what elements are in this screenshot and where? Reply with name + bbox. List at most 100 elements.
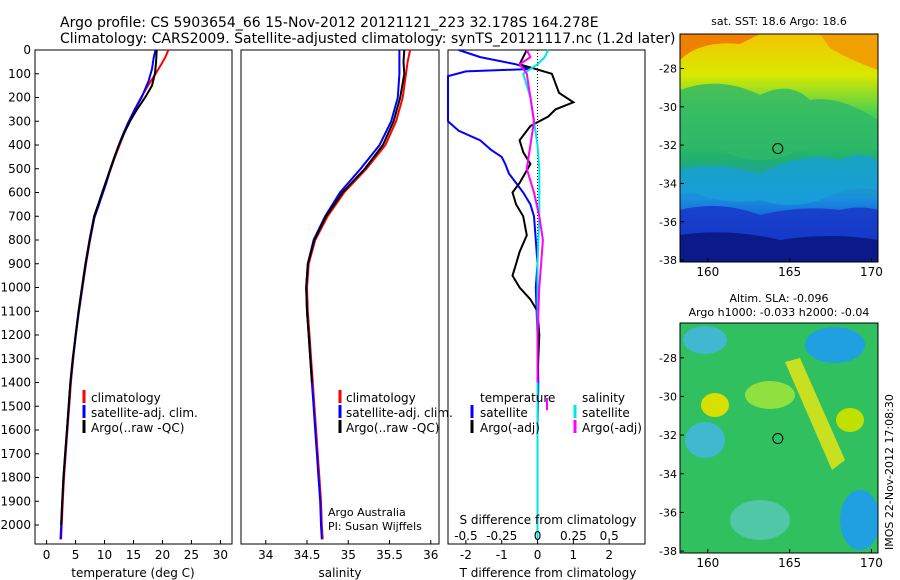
salinity-panel: 34 34.5 35 35.5 36 climatology satellite-adj… [240, 49, 453, 580]
depth-tick-label: 2000 [0, 518, 31, 532]
depth-tick-label: 1200 [0, 328, 31, 342]
sst-field [680, 34, 878, 262]
depth-tick-label: 300 [8, 114, 31, 128]
sla-map-title-2: Argo h1000: -0.033 h2000: -0.04 [689, 306, 870, 319]
x-tick-label: 0 [43, 548, 51, 562]
map-x-tick-label: 170 [860, 556, 883, 570]
map-y-tick-label: -32 [659, 429, 677, 442]
x-tick-label: 1 [570, 548, 578, 562]
diff-legend-ssat-label: satellite [582, 406, 630, 420]
series-line-argo [305, 49, 406, 383]
depth-tick-label: 700 [8, 209, 31, 223]
sla-cyan-eddy [683, 326, 727, 354]
sla-map-title-1: Altim. SLA: -0.096 [729, 292, 828, 305]
map-y-tick-label: -30 [659, 101, 677, 114]
s-tick-label: -0.5 [454, 529, 477, 543]
map-y-tick-label: -36 [659, 216, 677, 229]
sst-warm-patch [680, 34, 760, 60]
series-line-sal_argo [518, 49, 544, 383]
sla-yellow-ridge [785, 358, 845, 470]
diff-legend-sargo-label: Argo(-adj) [582, 421, 642, 435]
depth-tick-label: 100 [8, 67, 31, 81]
sst-cyan-band [680, 155, 878, 205]
x-tick-label: 35.5 [376, 548, 403, 562]
x-tick-label: 20 [155, 548, 170, 562]
map-x-tick-label: 160 [696, 265, 719, 279]
x-tick-label: 34 [258, 548, 273, 562]
sal-legend-clim-label: climatology [346, 391, 416, 405]
annotation-argo-australia: Argo Australia [328, 506, 406, 519]
depth-tick-label: 1900 [0, 494, 31, 508]
sla-cyan-patch [685, 422, 725, 458]
map-x-tick-label: 165 [778, 265, 801, 279]
sla-blue-south [840, 490, 878, 550]
sst-map-ticks: 160 165 170 -28 -30 -32 -34 -36 -38 [659, 62, 883, 279]
s-difference-label: S difference from climatology [460, 513, 637, 527]
sla-yellow-east [836, 408, 864, 432]
depth-tick-label: 800 [8, 233, 31, 247]
imos-watermark: IMOS 22-Nov-2012 17:08:30 [883, 394, 896, 550]
salinity-axes-frame [240, 49, 440, 545]
x-tick-label: 5 [72, 548, 80, 562]
depth-tick-label: 500 [8, 162, 31, 176]
depth-tick-label: 1800 [0, 471, 31, 485]
title-line-2: Climatology: CARS2009. Satellite-adjuste… [60, 31, 675, 47]
sla-yellow-eddy [745, 381, 795, 409]
sal-legend-sat-label: satellite-adj. clim. [346, 406, 453, 420]
salinity-legend: climatology satellite-adj. clim. Argo(..… [338, 390, 453, 435]
sla-blue-eddy [805, 327, 865, 363]
series-line-sat [59, 49, 157, 540]
difference-panel: -2 -1 0 1 2 temperature satellite Argo(-adj)… [447, 49, 646, 580]
sst-green-band [680, 83, 878, 160]
x-tick-label: 35 [341, 548, 356, 562]
s-difference-ticks: -0.5 -0.25 0 0.25 0.5 [454, 529, 619, 543]
salinity-x-axis: 34 34.5 35 35.5 36 [258, 540, 438, 562]
depth-tick-label: 0 [23, 43, 31, 57]
temperature-xlabel: temperature (deg C) [71, 566, 194, 580]
s-tick-label: 0 [534, 529, 542, 543]
s-tick-label: 0.25 [560, 529, 587, 543]
depth-tick-label: 400 [8, 138, 31, 152]
legend-sat-label: satellite-adj. clim. [91, 406, 198, 420]
map-x-tick-label: 170 [860, 265, 883, 279]
x-tick-label: 34.5 [294, 548, 321, 562]
series-line-clim [305, 49, 412, 540]
series-line-sal_sat [522, 49, 550, 540]
map-y-tick-label: -38 [659, 545, 677, 558]
difference-legend: temperature satellite Argo(-adj) salinit… [470, 391, 642, 435]
temperature-legend: climatology satellite-adj. clim. Argo(..… [82, 390, 198, 435]
sst-warm-patch-east [820, 34, 878, 70]
map-y-tick-label: -32 [659, 139, 677, 152]
x-tick-label: 10 [97, 548, 112, 562]
sla-map-frame [679, 322, 879, 554]
x-tick-label: 15 [126, 548, 141, 562]
salinity-lines [305, 49, 412, 540]
difference-x-axis: -2 -1 0 1 2 [460, 540, 613, 562]
map-x-tick-label: 165 [778, 556, 801, 570]
depth-tick-label: 1000 [0, 281, 31, 295]
sla-teal-south [730, 500, 790, 540]
sla-yellow-patch [701, 393, 729, 417]
x-tick-label: -2 [460, 548, 472, 562]
s-tick-label: 0.5 [600, 529, 619, 543]
temperature-x-axis: 0 5 10 15 20 25 30 [43, 540, 228, 562]
map-y-tick-label: -38 [659, 254, 677, 267]
diff-legend-tsat-label: satellite [480, 406, 528, 420]
difference-lines [447, 49, 576, 540]
depth-tick-label: 900 [8, 257, 31, 271]
map-y-tick-label: -34 [659, 177, 677, 190]
sst-map-frame [679, 33, 879, 263]
sst-map-panel: sat. SST: 18.6 Argo: 18.6 160 165 170 -28 -3… [659, 15, 883, 279]
temperature-lines [59, 49, 170, 540]
x-tick-label: -1 [496, 548, 508, 562]
title-line-1: Argo profile: CS 5903654_66 15-Nov-2012 … [60, 15, 599, 31]
argo-location-marker-sla [772, 433, 784, 445]
depth-tick-label: 200 [8, 91, 31, 105]
salinity-xlabel: salinity [318, 566, 361, 580]
x-tick-label: 30 [213, 548, 228, 562]
x-tick-label: 36 [423, 548, 438, 562]
s-tick-label: -0.25 [486, 529, 517, 543]
depth-tick-label: 1700 [0, 447, 31, 461]
depth-tick-label: 1100 [0, 304, 31, 318]
